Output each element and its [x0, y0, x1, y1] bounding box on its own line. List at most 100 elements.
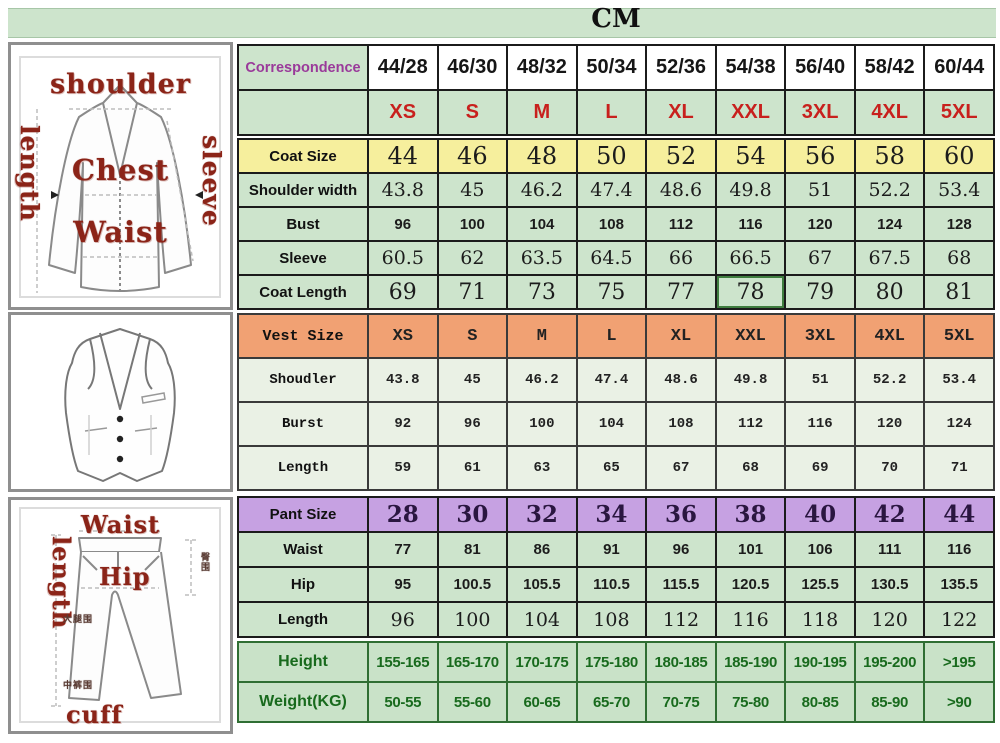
- cell: 116: [784, 403, 854, 445]
- cell: 68: [715, 447, 785, 489]
- cell: 5XL: [923, 91, 993, 134]
- cell: 80: [854, 276, 924, 308]
- cell: 36: [645, 498, 715, 531]
- cell: 30: [437, 498, 507, 531]
- size-chart-page: CM shoulder length slee: [0, 0, 1000, 743]
- jacket-chest-label: Chest: [11, 153, 230, 187]
- cell: 60/44: [923, 46, 993, 89]
- cell: 116: [715, 208, 785, 240]
- cell: 120: [854, 603, 924, 636]
- cell: 44: [923, 498, 993, 531]
- row-label: Waist: [239, 533, 367, 566]
- cell: >90: [923, 683, 993, 721]
- cell: 104: [576, 403, 646, 445]
- cell: 104: [506, 208, 576, 240]
- row-label: Coat Size: [239, 140, 367, 172]
- cell: 47.4: [576, 174, 646, 206]
- cell: 56/40: [784, 46, 854, 89]
- cell: 67.5: [854, 242, 924, 274]
- jacket-waist-label: Waist: [11, 215, 230, 249]
- cell: M: [506, 315, 576, 357]
- cell: 53.4: [923, 359, 993, 401]
- pants-hip-label: Hip: [99, 562, 151, 591]
- cell: 118: [784, 603, 854, 636]
- table-row-bust: Bust96100104108112116120124128: [239, 206, 993, 240]
- cell: 155-165: [367, 643, 437, 681]
- cell: 48/32: [506, 46, 576, 89]
- cell: 85-90: [854, 683, 924, 721]
- cell: 96: [645, 533, 715, 566]
- cell: 56: [784, 140, 854, 172]
- pants-annotation-knee-cn: 中裤围: [63, 678, 93, 691]
- row-label: Pant Size: [239, 498, 367, 531]
- table-row-sleeve: Sleeve60.56263.564.56666.56767.568: [239, 240, 993, 274]
- cell: S: [437, 315, 507, 357]
- cell: 43.8: [367, 174, 437, 206]
- cell: 104: [506, 603, 576, 636]
- cell: 116: [923, 533, 993, 566]
- row-label: Weight(KG): [239, 683, 367, 721]
- cell: 101: [715, 533, 785, 566]
- cell: 80-85: [784, 683, 854, 721]
- cell: 91: [576, 533, 646, 566]
- cell: 63: [506, 447, 576, 489]
- cell: 125.5: [784, 568, 854, 601]
- cell: 96: [367, 208, 437, 240]
- cell: 100.5: [437, 568, 507, 601]
- cell: 100: [506, 403, 576, 445]
- cell: 112: [715, 403, 785, 445]
- row-label: Burst: [239, 403, 367, 445]
- table-row-length: Length596163656768697071: [239, 445, 993, 489]
- cell: 67: [645, 447, 715, 489]
- cell: 81: [437, 533, 507, 566]
- cell: 75-80: [715, 683, 785, 721]
- row-label: Hip: [239, 568, 367, 601]
- cell: 50/34: [576, 46, 646, 89]
- cell: 100: [437, 603, 507, 636]
- cell: 73: [506, 276, 576, 308]
- cell: 62: [437, 242, 507, 274]
- cell: 44: [367, 140, 437, 172]
- cell: 28: [367, 498, 437, 531]
- cell: 95: [367, 568, 437, 601]
- cell: 59: [367, 447, 437, 489]
- cell: 38: [715, 498, 785, 531]
- cell: 34: [576, 498, 646, 531]
- cell: 53.4: [923, 174, 993, 206]
- row-label: Height: [239, 643, 367, 681]
- cell: 68: [923, 242, 993, 274]
- cell: 50-55: [367, 683, 437, 721]
- cell: 165-170: [437, 643, 507, 681]
- row-label: [239, 91, 367, 134]
- cell: 108: [645, 403, 715, 445]
- cell: 108: [576, 603, 646, 636]
- cell: 195-200: [854, 643, 924, 681]
- cell: 100: [437, 208, 507, 240]
- cell: 52.2: [854, 174, 924, 206]
- table-section-header: Correspondence44/2846/3048/3250/3452/365…: [237, 44, 995, 136]
- cell: 96: [367, 603, 437, 636]
- cell: 116: [715, 603, 785, 636]
- cell: 77: [645, 276, 715, 308]
- cell: 124: [854, 208, 924, 240]
- cell: 170-175: [506, 643, 576, 681]
- pants-annotation-thigh-cn: 大腿围: [63, 612, 93, 625]
- row-label: Length: [239, 447, 367, 489]
- cell: L: [576, 91, 646, 134]
- cell: 5XL: [923, 315, 993, 357]
- table-row-coat-length: Coat Length697173757778798081: [239, 274, 993, 308]
- cell: 64.5: [576, 242, 646, 274]
- jacket-diagram: shoulder length sleeve Chest Waist: [8, 42, 233, 310]
- cell: 54/38: [715, 46, 785, 89]
- cell: 77: [367, 533, 437, 566]
- table-row-pant-size: Pant Size283032343638404244: [239, 498, 993, 531]
- table-row-burst: Burst9296100104108112116120124: [239, 401, 993, 445]
- cell: 130.5: [854, 568, 924, 601]
- cell: 52/36: [645, 46, 715, 89]
- cell: 106: [784, 533, 854, 566]
- cell: 112: [645, 208, 715, 240]
- table-section-coat: Coat Size444648505254565860Shoulder widt…: [237, 138, 995, 310]
- row-label: Length: [239, 603, 367, 636]
- cell: L: [576, 315, 646, 357]
- cell: 44/28: [367, 46, 437, 89]
